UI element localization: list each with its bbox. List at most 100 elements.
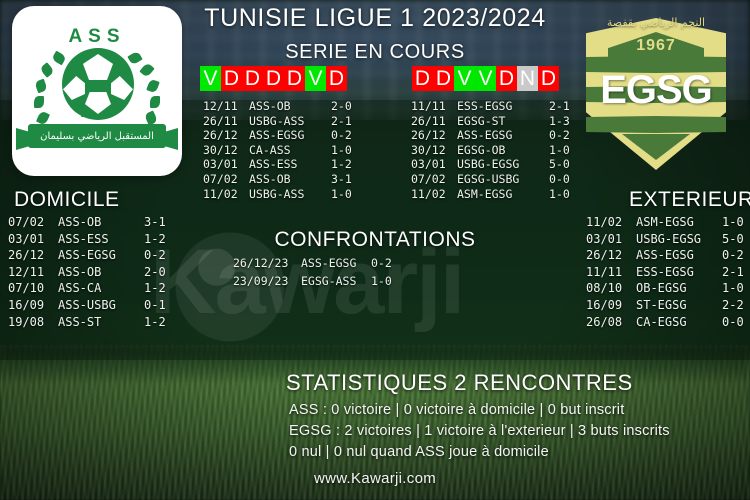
statistics-line: 0 nul | 0 nul quand ASS joue à domicile <box>289 444 549 460</box>
exterieur-list: 11/02 ASM-EGSG 1-0 03/01 USBG-EGSG 5-0 26/12 AS… <box>586 215 750 331</box>
statistics-line: ASS : 0 victoire | 0 victoire à domicile… <box>289 402 625 418</box>
ass-logo-banner: المستقبل الرياضي بسليمان <box>28 124 166 148</box>
match-date: 26/11 <box>411 113 446 128</box>
watermark-text: Kawarji <box>150 230 670 335</box>
match-teams: USBG-EGSG <box>457 157 520 172</box>
match-row: 11/02 ASM-EGSG 1-0 <box>411 187 583 202</box>
match-row: 26/12 ASS-EGSG 0-2 <box>586 248 750 265</box>
match-teams: ESS-EGSG <box>636 264 694 279</box>
match-teams: USBG-ASS <box>249 186 305 201</box>
match-score: 2-1 <box>331 113 352 128</box>
home-serie-list: 12/11 ASS-OB 2-0 26/11 USBG-ASS 2-1 26/12 ASS-E… <box>203 99 365 201</box>
football-icon: 1960 <box>62 48 134 121</box>
match-date: 11/02 <box>586 215 623 229</box>
match-row: 12/11 ASS-OB 2-0 <box>203 99 365 114</box>
match-score: 1-2 <box>144 231 166 246</box>
match-teams: USBG-EGSG <box>636 231 702 246</box>
match-teams: ESS-EGSG <box>457 99 513 113</box>
match-row: 23/09/23 EGSG-ASS 1-0 <box>233 274 401 292</box>
match-row: 03/01 USBG-EGSG 5-0 <box>586 232 750 249</box>
match-score: 1-2 <box>331 157 352 172</box>
match-row: 11/02 USBG-ASS 1-0 <box>203 187 365 202</box>
match-score: 3-1 <box>331 171 352 186</box>
grass-blur-overlay <box>0 345 750 385</box>
match-row: 16/09 ASS-USBG 0-1 <box>8 298 178 315</box>
match-score: 2-1 <box>549 99 570 113</box>
match-date: 07/02 <box>411 171 446 186</box>
match-date: 26/12/23 <box>233 256 289 270</box>
ass-logo-initials: ASS <box>68 26 126 47</box>
match-date: 12/11 <box>8 264 45 279</box>
match-row: 03/01 ASS-ESS 1-2 <box>203 157 365 172</box>
statistics-line: EGSG : 2 victoires | 1 victoire à l'exte… <box>289 423 670 439</box>
confrontations-heading: CONFRONTATIONS <box>274 228 476 251</box>
match-date: 16/09 <box>8 297 45 312</box>
match-score: 2-2 <box>722 297 744 312</box>
match-score: 1-0 <box>549 142 570 157</box>
football-panel-right <box>111 76 133 100</box>
serie-subtitle: SERIE EN COURS <box>285 41 465 63</box>
match-date: 03/01 <box>586 231 623 246</box>
match-score: 0-2 <box>144 248 166 263</box>
form-badge-d: D <box>496 66 517 91</box>
match-teams: ASM-EGSG <box>457 186 513 201</box>
match-row: 08/10 OB-EGSG 1-0 <box>586 281 750 298</box>
match-date: 26/12 <box>411 128 446 143</box>
form-badge-d: D <box>242 66 263 91</box>
match-row: 12/11 ASS-OB 2-0 <box>8 265 178 282</box>
match-teams: ASS-CA <box>58 281 102 296</box>
form-badge-d: D <box>326 66 347 91</box>
ass-logo-year: 1960 <box>80 104 116 121</box>
match-row: 03/01 ASS-ESS 1-2 <box>8 232 178 249</box>
egsg-logo: 1967 النجم الرياضي بقفصة EGSG <box>578 10 734 176</box>
match-score: 3-1 <box>144 215 166 229</box>
match-date: 26/12 <box>586 248 623 263</box>
match-row: 07/02 ASS-OB 3-1 <box>8 215 178 232</box>
egsg-logo-stripe <box>586 116 726 133</box>
match-date: 26/08 <box>586 314 623 329</box>
match-date: 11/02 <box>411 186 446 201</box>
egsg-logo-year: 1967 <box>636 37 676 54</box>
form-badge-d: D <box>538 66 559 91</box>
match-score: 2-0 <box>144 264 166 279</box>
match-score: 1-2 <box>144 314 166 329</box>
exterieur-heading: EXTERIEUR <box>629 188 750 211</box>
match-date: 07/02 <box>203 171 238 186</box>
match-teams: EGSG-ASS <box>301 274 357 288</box>
match-score: 0-2 <box>331 128 352 143</box>
match-teams: EGSG-OB <box>457 142 506 157</box>
match-teams: ASS-EGSG <box>249 128 305 143</box>
match-date: 23/09/23 <box>233 274 289 288</box>
match-teams: ASS-OB <box>58 264 102 279</box>
match-teams: OB-EGSG <box>636 281 687 296</box>
match-row: 07/02 EGSG-USBG 0-0 <box>411 172 583 187</box>
form-badge-v: V <box>305 66 326 91</box>
statistics-heading: STATISTIQUES 2 RENCONTRES <box>286 370 633 395</box>
match-row: 16/09 ST-EGSG 2-2 <box>586 298 750 315</box>
match-score: 0-2 <box>549 128 570 143</box>
match-row: 11/11 ESS-EGSG 2-1 <box>411 99 583 114</box>
egsg-logo-stripe <box>586 56 726 73</box>
match-date: 07/10 <box>8 281 45 296</box>
match-teams: ASS-OB <box>249 99 291 113</box>
match-row: 07/10 ASS-CA 1-2 <box>8 281 178 298</box>
match-date: 12/11 <box>203 99 238 113</box>
match-row: 11/11 ESS-EGSG 2-1 <box>586 265 750 282</box>
match-teams: CA-ASS <box>249 142 291 157</box>
match-score: 1-0 <box>722 215 744 229</box>
form-badge-d: D <box>433 66 454 91</box>
match-teams: ASS-EGSG <box>301 256 357 270</box>
match-score: 5-0 <box>549 157 570 172</box>
watermark-ball-icon <box>175 232 285 342</box>
match-date: 03/01 <box>8 231 45 246</box>
form-badge-v: V <box>200 66 221 91</box>
match-teams: ST-EGSG <box>636 297 687 312</box>
match-date: 11/11 <box>411 99 446 113</box>
match-teams: ASS-OB <box>249 171 291 186</box>
match-teams: ASS-ESS <box>58 231 109 246</box>
match-teams: ASM-EGSG <box>636 215 694 229</box>
form-badge-v: V <box>475 66 496 91</box>
form-badge-v: V <box>454 66 475 91</box>
